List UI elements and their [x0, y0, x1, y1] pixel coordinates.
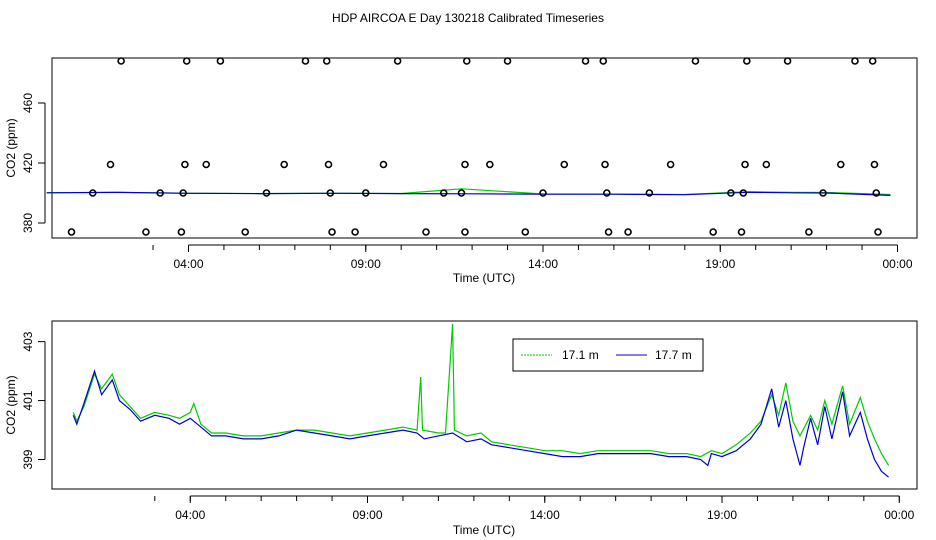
x-tick-label: 14:00: [530, 508, 560, 522]
calibration-point: [762, 160, 771, 169]
calibration-point: [666, 160, 675, 169]
calibration-point: [461, 228, 469, 236]
x-tick-label: 14:00: [528, 257, 558, 271]
calibration-point: [461, 160, 469, 169]
calibration-point: [521, 228, 530, 236]
top-panel-marks: [46, 57, 891, 236]
calibration-point: [560, 160, 569, 169]
calibration-point: [241, 228, 250, 236]
x-tick-label: 09:00: [351, 257, 381, 271]
calibration-point: [324, 160, 333, 169]
calibration-point: [581, 57, 590, 65]
calibration-point: [709, 228, 717, 236]
calibration-point: [422, 228, 430, 236]
calibration-point: [202, 160, 211, 169]
calibration-point: [851, 57, 859, 65]
bottom-x-axis-label: Time (UTC): [453, 523, 515, 537]
calibration-point: [182, 57, 191, 65]
calibration-point: [645, 189, 654, 197]
calibration-point: [737, 228, 746, 236]
calibration-point: [301, 57, 310, 65]
y-tick-label: 399: [21, 449, 35, 469]
x-tick-label: 09:00: [352, 508, 382, 522]
calibration-point: [739, 189, 748, 197]
top-plot-frame: [51, 57, 918, 239]
calibration-point: [117, 57, 125, 65]
y-tick-label: 401: [21, 390, 35, 410]
calibration-point: [601, 160, 609, 169]
x-tick-label: 19:00: [707, 508, 737, 522]
bottom-panel: 04:00 09:00 14:00 19:00 00:00 399 401 403 Time…: [4, 320, 918, 537]
calibration-point: [624, 228, 632, 236]
legend: 17.1 m 17.7 m: [512, 338, 704, 372]
calibration-point: [262, 189, 271, 197]
x-tick-label: 04:00: [173, 257, 203, 271]
calibration-point: [743, 57, 751, 65]
calibration-point: [503, 57, 512, 65]
calibration-point: [179, 189, 187, 197]
calibration-point: [326, 189, 335, 197]
chart-title: HDP AIRCOA E Day 130218 Calibrated Times…: [332, 11, 604, 25]
calibration-point: [142, 228, 150, 236]
bottom-plot-frame: [51, 320, 918, 490]
calibration-point: [177, 228, 186, 236]
x-tick-label: 00:00: [882, 257, 912, 271]
legend-label-17-1m: 17.1 m: [562, 348, 599, 362]
calibration-point: [539, 189, 547, 197]
calibration-point: [328, 228, 336, 236]
calibration-point: [280, 160, 289, 169]
calibration-point: [106, 160, 115, 169]
series-line-17-7-m: [72, 369, 889, 478]
calibration-point: [322, 57, 331, 65]
top-panel: 04:00 09:00 14:00 19:00 00:00 380 420 460 Time…: [4, 57, 918, 285]
calibration-point: [836, 160, 845, 169]
calibration-point: [361, 189, 370, 197]
legend-label-17-7m: 17.7 m: [655, 348, 692, 362]
series-line-17-7-m: [46, 191, 891, 196]
bottom-panel-marks: [72, 323, 890, 478]
calibration-point: [393, 57, 402, 65]
calibration-point: [783, 57, 792, 65]
x-tick-label: 00:00: [884, 508, 914, 522]
y-tick-label: 460: [21, 93, 35, 113]
calibration-point: [216, 57, 225, 65]
top-x-axis-label: Time (UTC): [453, 271, 515, 285]
calibration-point: [457, 189, 466, 197]
top-x-axis: 04:00 09:00 14:00 19:00 00:00: [152, 244, 913, 271]
legend-box: [512, 338, 704, 372]
calibration-point: [741, 160, 749, 169]
series-line-17-1-m: [72, 323, 890, 466]
y-tick-label: 403: [21, 331, 35, 351]
top-y-axis-label: CO2 (ppm): [4, 118, 18, 177]
calibration-point: [599, 57, 608, 65]
calibration-point: [868, 57, 877, 65]
calibration-point: [604, 228, 613, 236]
calibration-point: [691, 57, 700, 65]
calibration-point: [439, 189, 448, 197]
calibration-point: [486, 160, 494, 169]
x-tick-label: 04:00: [175, 508, 205, 522]
calibration-point: [727, 189, 735, 197]
calibration-point: [379, 160, 388, 169]
y-tick-label: 420: [21, 153, 35, 173]
calibration-point: [805, 228, 813, 236]
calibration-point: [819, 189, 827, 197]
calibration-point: [872, 189, 881, 197]
calibration-point: [462, 57, 471, 65]
top-y-axis: 380 420 460: [21, 93, 46, 233]
y-tick-label: 380: [21, 213, 35, 233]
calibration-point: [88, 189, 97, 197]
bottom-x-axis: 04:00 09:00 14:00 19:00 00:00: [154, 495, 915, 522]
calibration-point: [603, 189, 611, 197]
calibration-point: [67, 228, 76, 236]
calibration-point: [351, 228, 359, 236]
calibration-point: [181, 160, 189, 169]
calibration-point: [870, 160, 879, 169]
bottom-y-axis: 399 401 403: [21, 331, 46, 470]
calibration-point: [156, 189, 164, 197]
bottom-y-axis-label: CO2 (ppm): [4, 375, 18, 434]
x-tick-label: 19:00: [705, 257, 735, 271]
calibration-point: [874, 228, 882, 236]
